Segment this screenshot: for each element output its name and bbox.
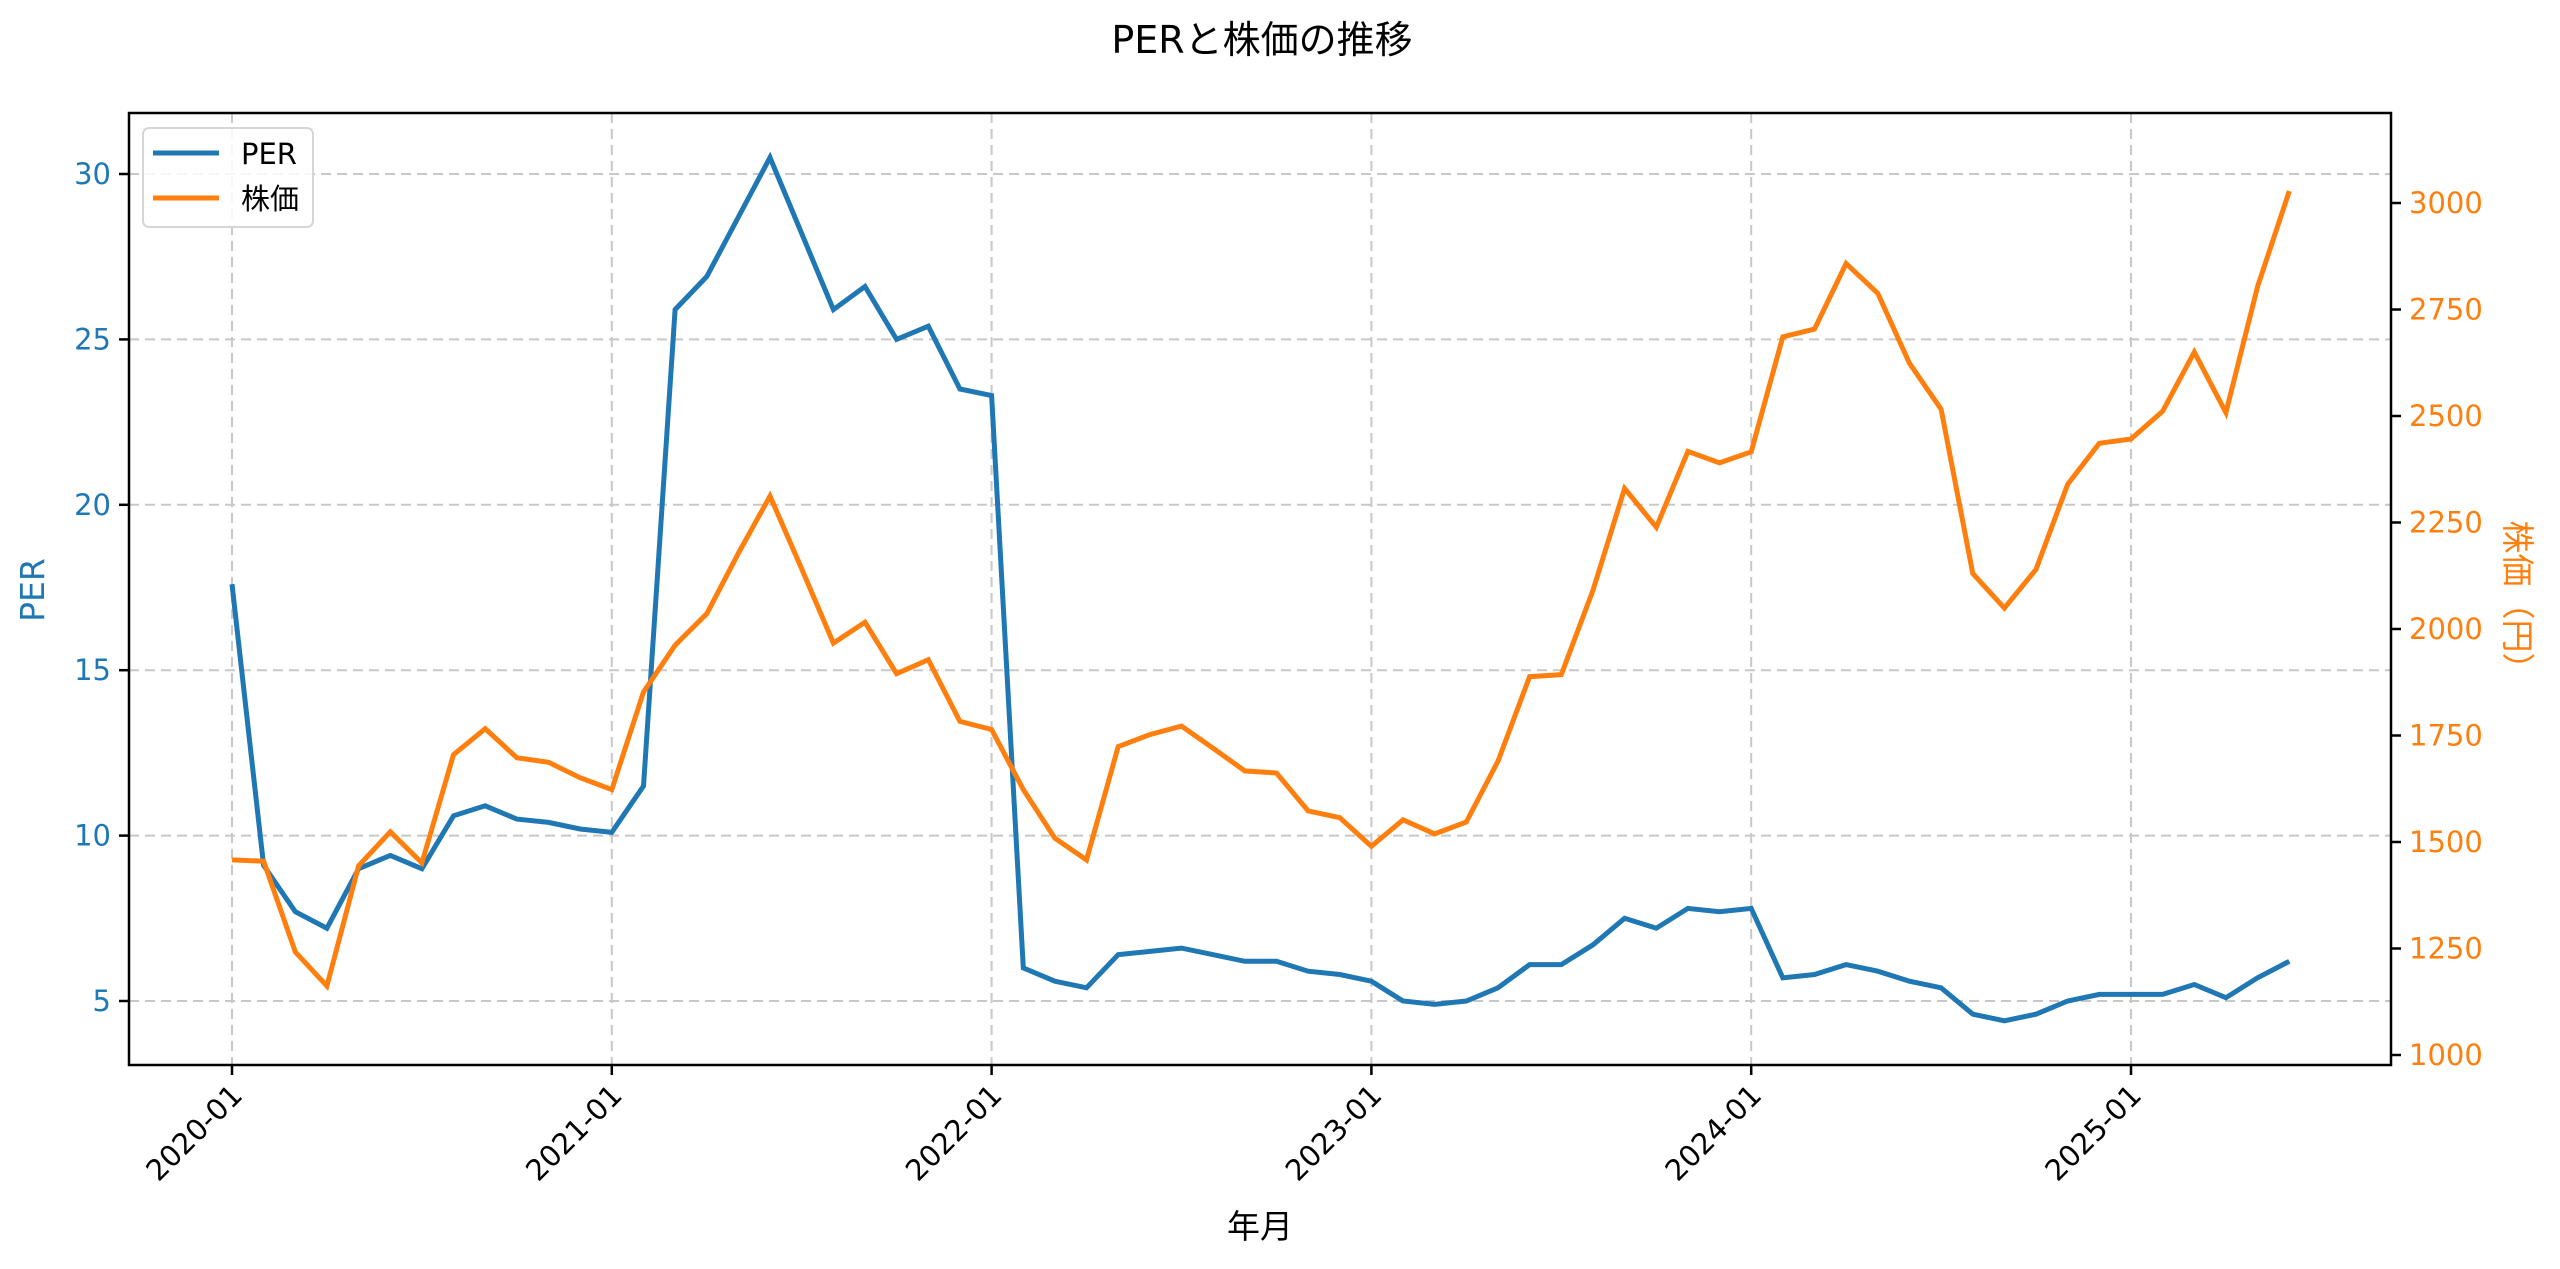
price-line: [231, 190, 2292, 992]
x-tick-label: 2020-01: [139, 1078, 249, 1188]
x-tick-label: 2021-01: [519, 1078, 629, 1188]
right-tick-label: 2500: [2409, 399, 2483, 433]
legend: PER 株価: [142, 127, 314, 228]
x-tick-label: 2024-01: [1658, 1078, 1768, 1188]
right-tick-label: 2000: [2409, 612, 2483, 646]
per-line: [229, 151, 2291, 1024]
x-tick-label: 2025-01: [2038, 1078, 2148, 1188]
right-tick-label: 1500: [2409, 825, 2483, 859]
right-tick-label: 1250: [2409, 932, 2483, 966]
right-tick-label: 1750: [2409, 719, 2483, 753]
left-tick-label: 5: [93, 984, 111, 1018]
right-tick-label: 2250: [2409, 506, 2483, 540]
left-tick-label: 25: [74, 322, 111, 356]
chart-title: PERと株価の推移: [1111, 18, 1412, 62]
x-tick-label: 2023-01: [1279, 1078, 1389, 1188]
legend-per-label: PER: [241, 137, 297, 171]
series-layer: [229, 151, 2292, 1024]
left-tick-label: 10: [74, 819, 111, 853]
right-tick-label: 1000: [2409, 1038, 2483, 1072]
x-axis-label: 年月: [1227, 1207, 1293, 1246]
left-tick-label: 15: [74, 653, 111, 687]
right-tick-label: 3000: [2409, 186, 2483, 220]
right-tick-label: 2750: [2409, 293, 2483, 327]
x-tick-label: 2022-01: [899, 1078, 1009, 1188]
left-y-axis: 5 10 15 20 25 30: [74, 157, 129, 1018]
x-axis: 2020-01 2021-01 2022-01 2023-01 2024-01 2025-…: [139, 1065, 2148, 1188]
legend-price-label: 株価: [241, 182, 299, 216]
y-axis-label-left: PER: [13, 558, 52, 622]
grid-lines: [129, 113, 2391, 1065]
left-tick-label: 30: [74, 157, 111, 191]
right-y-axis: 1000 1250 1500 1750 2000 2250 2500 2750 3000: [2391, 186, 2483, 1072]
y-axis-label-right: 株価（円）: [2498, 521, 2537, 686]
left-tick-label: 20: [74, 488, 111, 522]
plot-frame: [127, 111, 2393, 1067]
